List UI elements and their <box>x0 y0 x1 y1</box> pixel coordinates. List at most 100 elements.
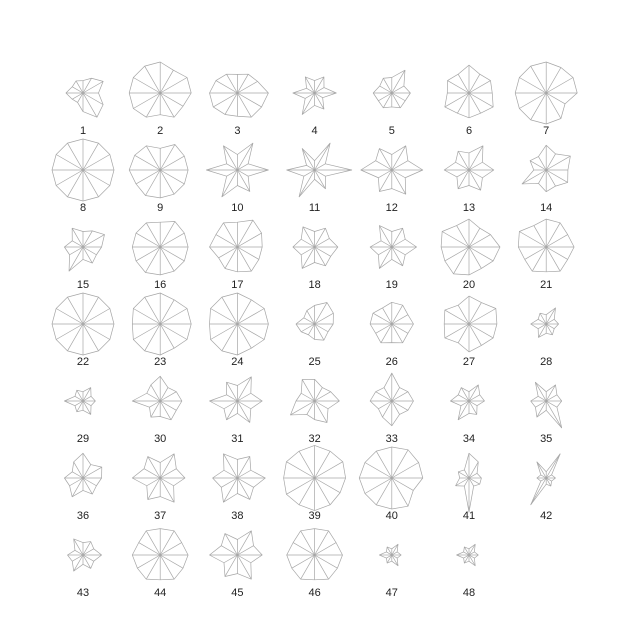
star-33-spoke-3 <box>391 387 400 402</box>
star-42-spoke-11 <box>545 477 552 487</box>
star-38-outline <box>212 453 266 503</box>
star-4-spoke-9 <box>301 92 315 115</box>
star-12-spoke-8 <box>378 169 392 179</box>
star-35-spoke-2 <box>546 394 558 402</box>
star-25-spoke-8 <box>301 323 315 333</box>
star-24: 24 <box>209 292 269 368</box>
star-18-spoke-2 <box>314 238 330 248</box>
star-6-spoke-11 <box>468 92 481 114</box>
star-9-spoke-11 <box>159 169 175 195</box>
star-43-spoke-3 <box>82 541 92 556</box>
star-16-outline <box>131 221 189 276</box>
star-label-38: 38 <box>231 510 243 522</box>
star-15-spoke-8 <box>69 246 84 256</box>
star-37-spoke-9 <box>147 477 161 500</box>
star-35-outline <box>530 381 563 429</box>
star-41-spoke-6 <box>458 471 470 479</box>
star-30-outline <box>131 375 183 421</box>
star-3-spoke-12 <box>237 92 262 108</box>
star-label-36: 36 <box>77 510 89 522</box>
star-label-42: 42 <box>540 510 552 522</box>
star-40: 40 <box>358 446 424 522</box>
star-37: 37 <box>131 453 186 522</box>
star-label-41: 41 <box>463 510 475 522</box>
star-label-10: 10 <box>231 202 243 214</box>
star-44-spoke-6 <box>138 542 161 556</box>
star-5-spoke-5 <box>382 78 393 94</box>
star-2-spoke-5 <box>144 65 161 94</box>
star-label-30: 30 <box>154 433 166 445</box>
star-19-spoke-2 <box>391 238 406 248</box>
star-8: 8 <box>51 138 115 214</box>
star-4-spoke-6 <box>306 88 315 94</box>
star-21-outline <box>517 218 575 273</box>
star-34-spoke-5 <box>460 387 470 402</box>
star-31-outline <box>209 376 263 423</box>
star-26-spoke-6 <box>372 312 392 325</box>
star-14-spoke-3 <box>545 153 556 171</box>
star-35-spoke-5 <box>535 382 547 402</box>
star-39-outline <box>283 445 346 511</box>
star-20-spoke-8 <box>444 246 470 262</box>
star-18-spoke-3 <box>314 228 326 248</box>
star-9-spoke-12 <box>160 169 185 185</box>
star-25-spoke-5 <box>306 310 315 325</box>
star-29-spoke-5 <box>76 390 84 402</box>
star-38-spoke-8 <box>221 477 238 488</box>
star-37-spoke-11 <box>159 477 175 503</box>
star-11-spoke-3 <box>314 142 331 171</box>
star-27-spoke-2 <box>468 308 497 325</box>
star-37-spoke-3 <box>159 453 175 479</box>
star-17-spoke-9 <box>224 246 238 269</box>
star-14-spoke-11 <box>545 169 556 187</box>
star-32-spoke-5 <box>301 379 315 402</box>
star-23: 23 <box>131 292 192 368</box>
star-5-spoke-12 <box>391 92 406 102</box>
star-11-spoke-5 <box>301 148 315 171</box>
star-44-spoke-12 <box>160 554 184 569</box>
star-6-spoke-5 <box>457 74 470 94</box>
star-15-spoke-5 <box>71 228 84 248</box>
star-39-spoke-3 <box>314 450 331 479</box>
star-44-spoke-8 <box>137 554 161 569</box>
star-28-spoke-11 <box>545 323 553 335</box>
star-28-spoke-8 <box>537 323 547 329</box>
star-26-spoke-9 <box>380 323 393 343</box>
star-45-spoke-6 <box>221 545 238 556</box>
star-13-spoke-5 <box>457 151 470 171</box>
star-48-outline <box>456 543 479 567</box>
star-2-spoke-6 <box>133 77 161 94</box>
star-24-outline <box>209 292 269 356</box>
star-31-spoke-9 <box>226 400 238 420</box>
star-41-spoke-8 <box>455 477 470 487</box>
star-42-spoke-6 <box>540 474 547 479</box>
star-30-spoke-11 <box>159 400 172 420</box>
star-32-spoke-9 <box>306 400 315 415</box>
star-30-spoke-9 <box>150 400 161 418</box>
star-label-25: 25 <box>308 356 320 368</box>
star-29-spoke-9 <box>76 400 84 412</box>
star-42-spoke-12 <box>546 477 552 482</box>
star-17-spoke-5 <box>223 222 238 248</box>
star-30-spoke-12 <box>160 400 177 411</box>
star-label-12: 12 <box>386 202 398 214</box>
star-47-spoke-8 <box>386 554 392 559</box>
star-44-spoke-3 <box>159 530 175 556</box>
star-17-spoke-6 <box>215 234 238 248</box>
star-18-spoke-9 <box>301 246 315 269</box>
star-label-35: 35 <box>540 433 552 445</box>
star-39-spoke-11 <box>314 477 331 506</box>
star-label-23: 23 <box>154 356 166 368</box>
star-36-spoke-3 <box>82 464 92 479</box>
star-42-outline <box>530 453 561 506</box>
star-40-spoke-8 <box>364 477 392 494</box>
star-17: 17 <box>209 219 263 291</box>
star-6-spoke-8 <box>444 92 470 108</box>
star-35-spoke-8 <box>535 400 547 408</box>
star-1-spoke-5 <box>75 80 84 94</box>
star-41-spoke-3 <box>468 461 479 479</box>
star-19-spoke-6 <box>380 240 392 248</box>
star-48-spoke-9 <box>464 554 470 564</box>
star-3-spoke-8 <box>213 92 238 108</box>
star-label-31: 31 <box>231 433 243 445</box>
